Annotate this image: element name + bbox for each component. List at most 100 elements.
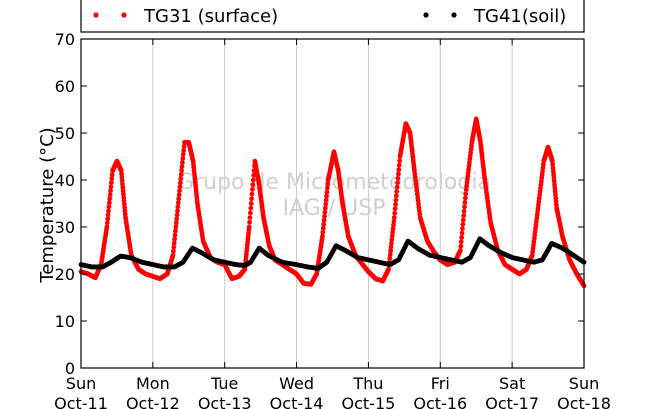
data-point	[393, 197, 399, 203]
legend-label-tg41: TG41(soil)	[473, 6, 566, 27]
data-point	[458, 248, 463, 253]
data-point	[109, 176, 115, 182]
x-tick-label-day: Sun	[569, 374, 599, 393]
data-point	[109, 172, 115, 178]
data-point	[178, 176, 184, 182]
data-point	[461, 213, 467, 218]
data-point	[322, 213, 327, 219]
legend-marker-tg31	[93, 12, 99, 18]
y-tick-label: 10	[55, 312, 75, 331]
data-point	[246, 224, 252, 230]
data-point	[107, 192, 113, 198]
data-point	[323, 197, 329, 203]
data-point	[250, 182, 256, 188]
data-point	[106, 204, 112, 210]
data-point	[462, 200, 468, 205]
data-point	[390, 229, 396, 235]
data-point	[392, 206, 398, 212]
y-tick-label: 20	[55, 265, 75, 284]
legend-label-tg31: TG31 (surface)	[143, 6, 278, 27]
data-point	[105, 212, 111, 218]
data-point	[177, 188, 182, 194]
watermark-line-1: Grupo de Micrometeorologia	[177, 170, 491, 195]
data-point	[108, 180, 114, 186]
data-point	[181, 148, 187, 153]
x-tick-label-date: Oct-18	[557, 394, 611, 409]
data-point	[396, 167, 402, 172]
data-point	[104, 224, 110, 230]
data-point	[397, 158, 403, 164]
series-tg31-surface	[78, 116, 587, 289]
x-tick-label-date: Oct-15	[342, 394, 396, 409]
data-point	[325, 181, 331, 187]
data-point	[388, 248, 393, 254]
data-point	[395, 180, 400, 186]
data-point	[390, 226, 396, 232]
x-tick-label-day: Tue	[210, 374, 238, 393]
data-point	[175, 204, 181, 210]
data-point	[179, 168, 185, 174]
data-point	[322, 209, 328, 215]
data-point	[386, 266, 391, 272]
data-point	[173, 220, 179, 226]
data-point	[458, 243, 464, 249]
data-point	[179, 164, 185, 169]
legend-marker-tg31	[121, 12, 127, 18]
data-point	[108, 184, 114, 190]
series-tg41-soil	[78, 236, 587, 271]
data-point	[389, 241, 394, 246]
data-point	[392, 210, 398, 216]
data-point	[174, 212, 180, 218]
data-point	[460, 221, 466, 227]
data-point	[460, 226, 465, 232]
x-tick-label-date: Oct-17	[485, 394, 539, 409]
legend-marker-tg41	[451, 12, 457, 18]
data-point	[176, 192, 182, 198]
data-point	[106, 200, 112, 206]
x-tick-label-date: Oct-14	[270, 394, 324, 409]
legend: TG31 (surface) TG41(soil)	[80, 0, 585, 33]
data-point	[320, 225, 326, 231]
series-layer	[78, 116, 587, 289]
y-tick-label: 30	[55, 218, 75, 237]
watermark: Grupo de Micrometeorologia IAG / USP	[177, 170, 491, 221]
data-point	[107, 196, 113, 202]
data-point	[389, 237, 395, 243]
data-point	[320, 229, 326, 235]
data-point	[176, 196, 182, 202]
data-point	[458, 239, 464, 245]
data-point	[321, 217, 327, 223]
data-point	[320, 234, 325, 239]
data-point	[396, 162, 402, 168]
data-point	[462, 195, 468, 201]
data-point	[249, 191, 255, 197]
data-point	[387, 252, 393, 257]
y-tick-label: 0	[65, 359, 75, 378]
y-axis: 0 10 20 30 40 50 60 70	[55, 30, 584, 378]
watermark-line-2: IAG / USP	[283, 196, 386, 221]
data-point	[108, 188, 113, 194]
x-tick-label-date: Oct-11	[54, 394, 108, 409]
data-point	[247, 210, 253, 216]
data-point	[247, 215, 253, 221]
data-point	[172, 232, 178, 238]
data-point	[171, 240, 177, 246]
data-point	[459, 235, 465, 240]
x-tick-label-day: Sat	[499, 374, 525, 393]
data-point	[247, 219, 252, 225]
data-point	[461, 208, 467, 214]
data-point	[393, 193, 399, 199]
data-point	[324, 193, 329, 199]
data-point	[324, 185, 330, 191]
legend-marker-tg41	[423, 12, 429, 18]
data-point	[322, 205, 328, 211]
data-point	[171, 244, 177, 250]
legend-frame	[80, 0, 585, 33]
x-tick-label-date: Oct-16	[413, 394, 467, 409]
x-tick-label-day: Fri	[431, 374, 450, 393]
data-point	[251, 172, 257, 178]
data-point	[462, 204, 467, 210]
data-point	[463, 191, 469, 197]
x-tick-label-day: Sun	[66, 374, 96, 393]
data-point	[387, 255, 393, 261]
